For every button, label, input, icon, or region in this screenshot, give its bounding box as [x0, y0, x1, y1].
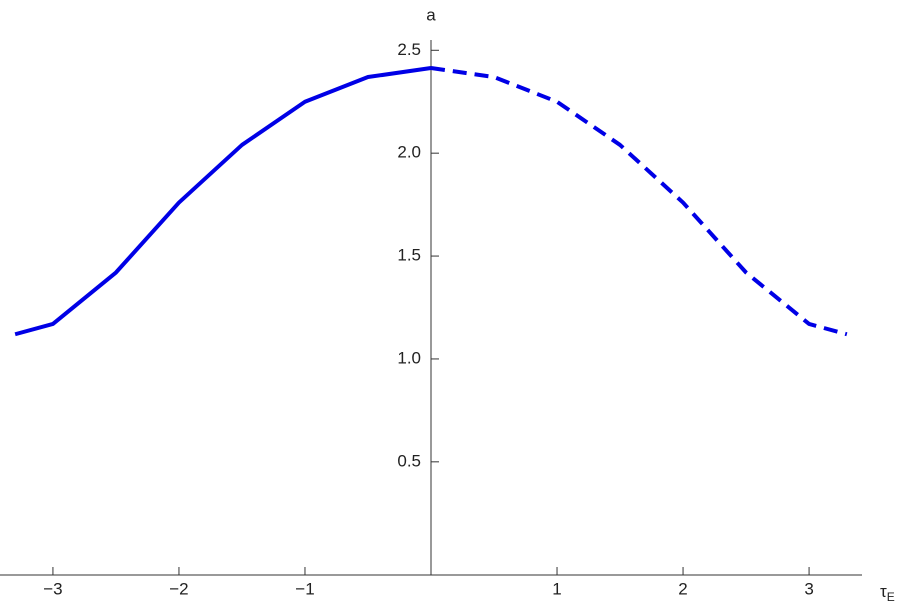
x-tick-label: 2 — [678, 579, 687, 598]
x-tick-label: −3 — [43, 579, 62, 598]
x-tick-label: −2 — [169, 579, 188, 598]
line-series — [14, 66, 432, 337]
x-tick-label: −1 — [295, 579, 314, 598]
y-tick-label: 1.0 — [397, 348, 421, 367]
x-tick-label: 3 — [804, 579, 813, 598]
x-axis-label-sub: E — [887, 590, 895, 602]
x-axis-label-main: τ — [880, 582, 887, 601]
x-tick-label: 1 — [552, 579, 561, 598]
y-tick-label: 2.5 — [397, 40, 421, 59]
line-series — [430, 66, 848, 337]
y-tick-label: 2.0 — [397, 143, 421, 162]
y-tick-label: 1.5 — [397, 246, 421, 265]
y-axis-label: a — [426, 5, 436, 24]
y-tick-label: 0.5 — [397, 451, 421, 470]
x-axis-label: τE — [880, 582, 895, 602]
